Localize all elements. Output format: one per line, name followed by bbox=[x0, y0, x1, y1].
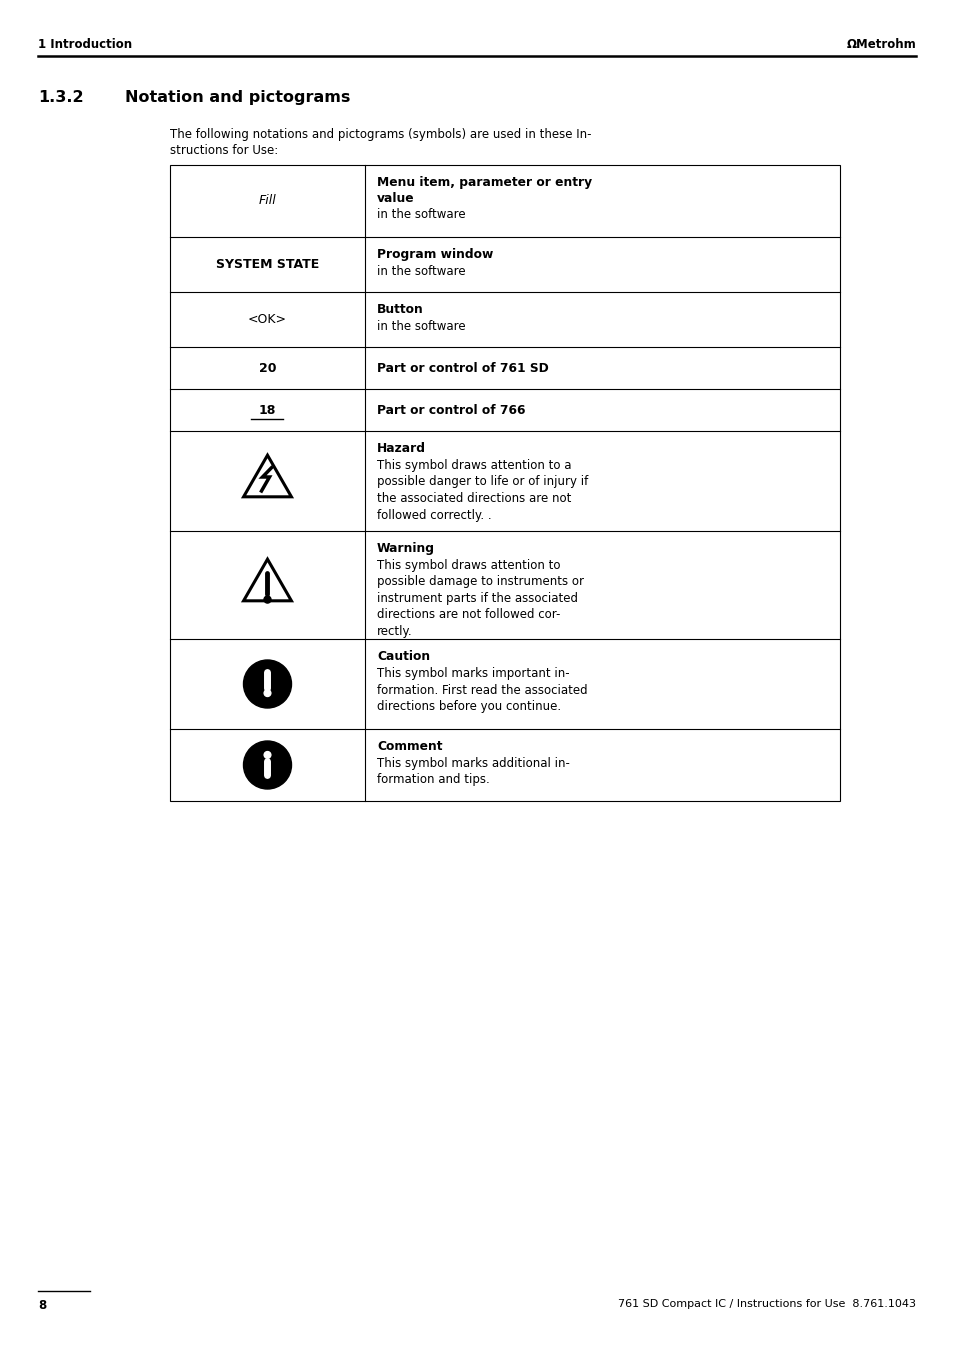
Text: 8: 8 bbox=[38, 1300, 46, 1312]
Text: SYSTEM STATE: SYSTEM STATE bbox=[215, 258, 319, 272]
Text: in the software: in the software bbox=[376, 208, 465, 222]
Text: Part or control of 761 SD: Part or control of 761 SD bbox=[376, 362, 548, 374]
Bar bbox=[170, 165, 840, 801]
Text: 1.3.2: 1.3.2 bbox=[38, 91, 84, 105]
Text: Hazard: Hazard bbox=[376, 442, 426, 455]
Text: Caution: Caution bbox=[376, 650, 430, 663]
Circle shape bbox=[264, 751, 271, 758]
Text: 18: 18 bbox=[258, 404, 276, 416]
Text: This symbol marks additional in-
formation and tips.: This symbol marks additional in- formati… bbox=[376, 757, 569, 786]
Circle shape bbox=[264, 596, 271, 603]
Text: ΩMetrohm: ΩMetrohm bbox=[845, 38, 915, 51]
Circle shape bbox=[243, 661, 292, 708]
Text: Part or control of 766: Part or control of 766 bbox=[376, 404, 525, 416]
Text: Comment: Comment bbox=[376, 740, 442, 753]
Text: 761 SD Compact IC / Instructions for Use  8.761.1043: 761 SD Compact IC / Instructions for Use… bbox=[618, 1300, 915, 1309]
Text: Button: Button bbox=[376, 303, 423, 316]
Text: Program window: Program window bbox=[376, 249, 493, 261]
Circle shape bbox=[264, 690, 271, 697]
Text: This symbol draws attention to
possible damage to instruments or
instrument part: This symbol draws attention to possible … bbox=[376, 559, 583, 638]
Text: Warning: Warning bbox=[376, 542, 435, 555]
Text: in the software: in the software bbox=[376, 320, 465, 332]
Circle shape bbox=[243, 740, 292, 789]
Text: Notation and pictograms: Notation and pictograms bbox=[125, 91, 350, 105]
Text: 20: 20 bbox=[258, 362, 276, 374]
Text: This symbol marks important in-
formation. First read the associated
directions : This symbol marks important in- formatio… bbox=[376, 667, 587, 713]
Text: This symbol draws attention to a
possible danger to life or of injury if
the ass: This symbol draws attention to a possibl… bbox=[376, 459, 588, 521]
Text: Menu item, parameter or entry
value: Menu item, parameter or entry value bbox=[376, 176, 592, 205]
Text: <OK>: <OK> bbox=[248, 313, 287, 326]
Text: 1 Introduction: 1 Introduction bbox=[38, 38, 132, 51]
Text: Fill: Fill bbox=[258, 195, 276, 208]
Text: structions for Use:: structions for Use: bbox=[170, 145, 278, 157]
Text: The following notations and pictograms (symbols) are used in these In-: The following notations and pictograms (… bbox=[170, 128, 591, 141]
Text: in the software: in the software bbox=[376, 265, 465, 278]
